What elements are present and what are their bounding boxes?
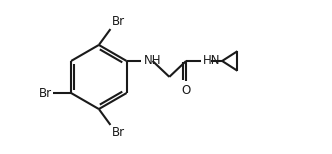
Text: O: O xyxy=(182,84,191,97)
Text: Br: Br xyxy=(112,15,125,28)
Text: Br: Br xyxy=(39,87,52,99)
Text: Br: Br xyxy=(112,126,125,139)
Text: HN: HN xyxy=(203,55,220,67)
Text: NH: NH xyxy=(143,55,161,67)
